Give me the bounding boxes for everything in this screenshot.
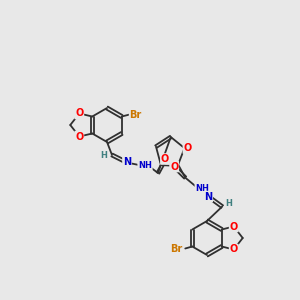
Text: O: O [75, 109, 83, 118]
Text: Br: Br [130, 110, 142, 119]
Text: N: N [123, 157, 131, 167]
Text: O: O [161, 154, 169, 164]
Text: O: O [170, 162, 178, 172]
Text: O: O [230, 221, 238, 232]
Text: N: N [204, 192, 212, 202]
Text: O: O [183, 143, 192, 153]
Text: O: O [230, 244, 238, 254]
Text: Br: Br [170, 244, 182, 254]
Text: H: H [100, 152, 107, 160]
Text: NH: NH [138, 161, 152, 170]
Text: NH: NH [195, 184, 209, 193]
Text: H: H [226, 199, 232, 208]
Text: O: O [75, 131, 83, 142]
